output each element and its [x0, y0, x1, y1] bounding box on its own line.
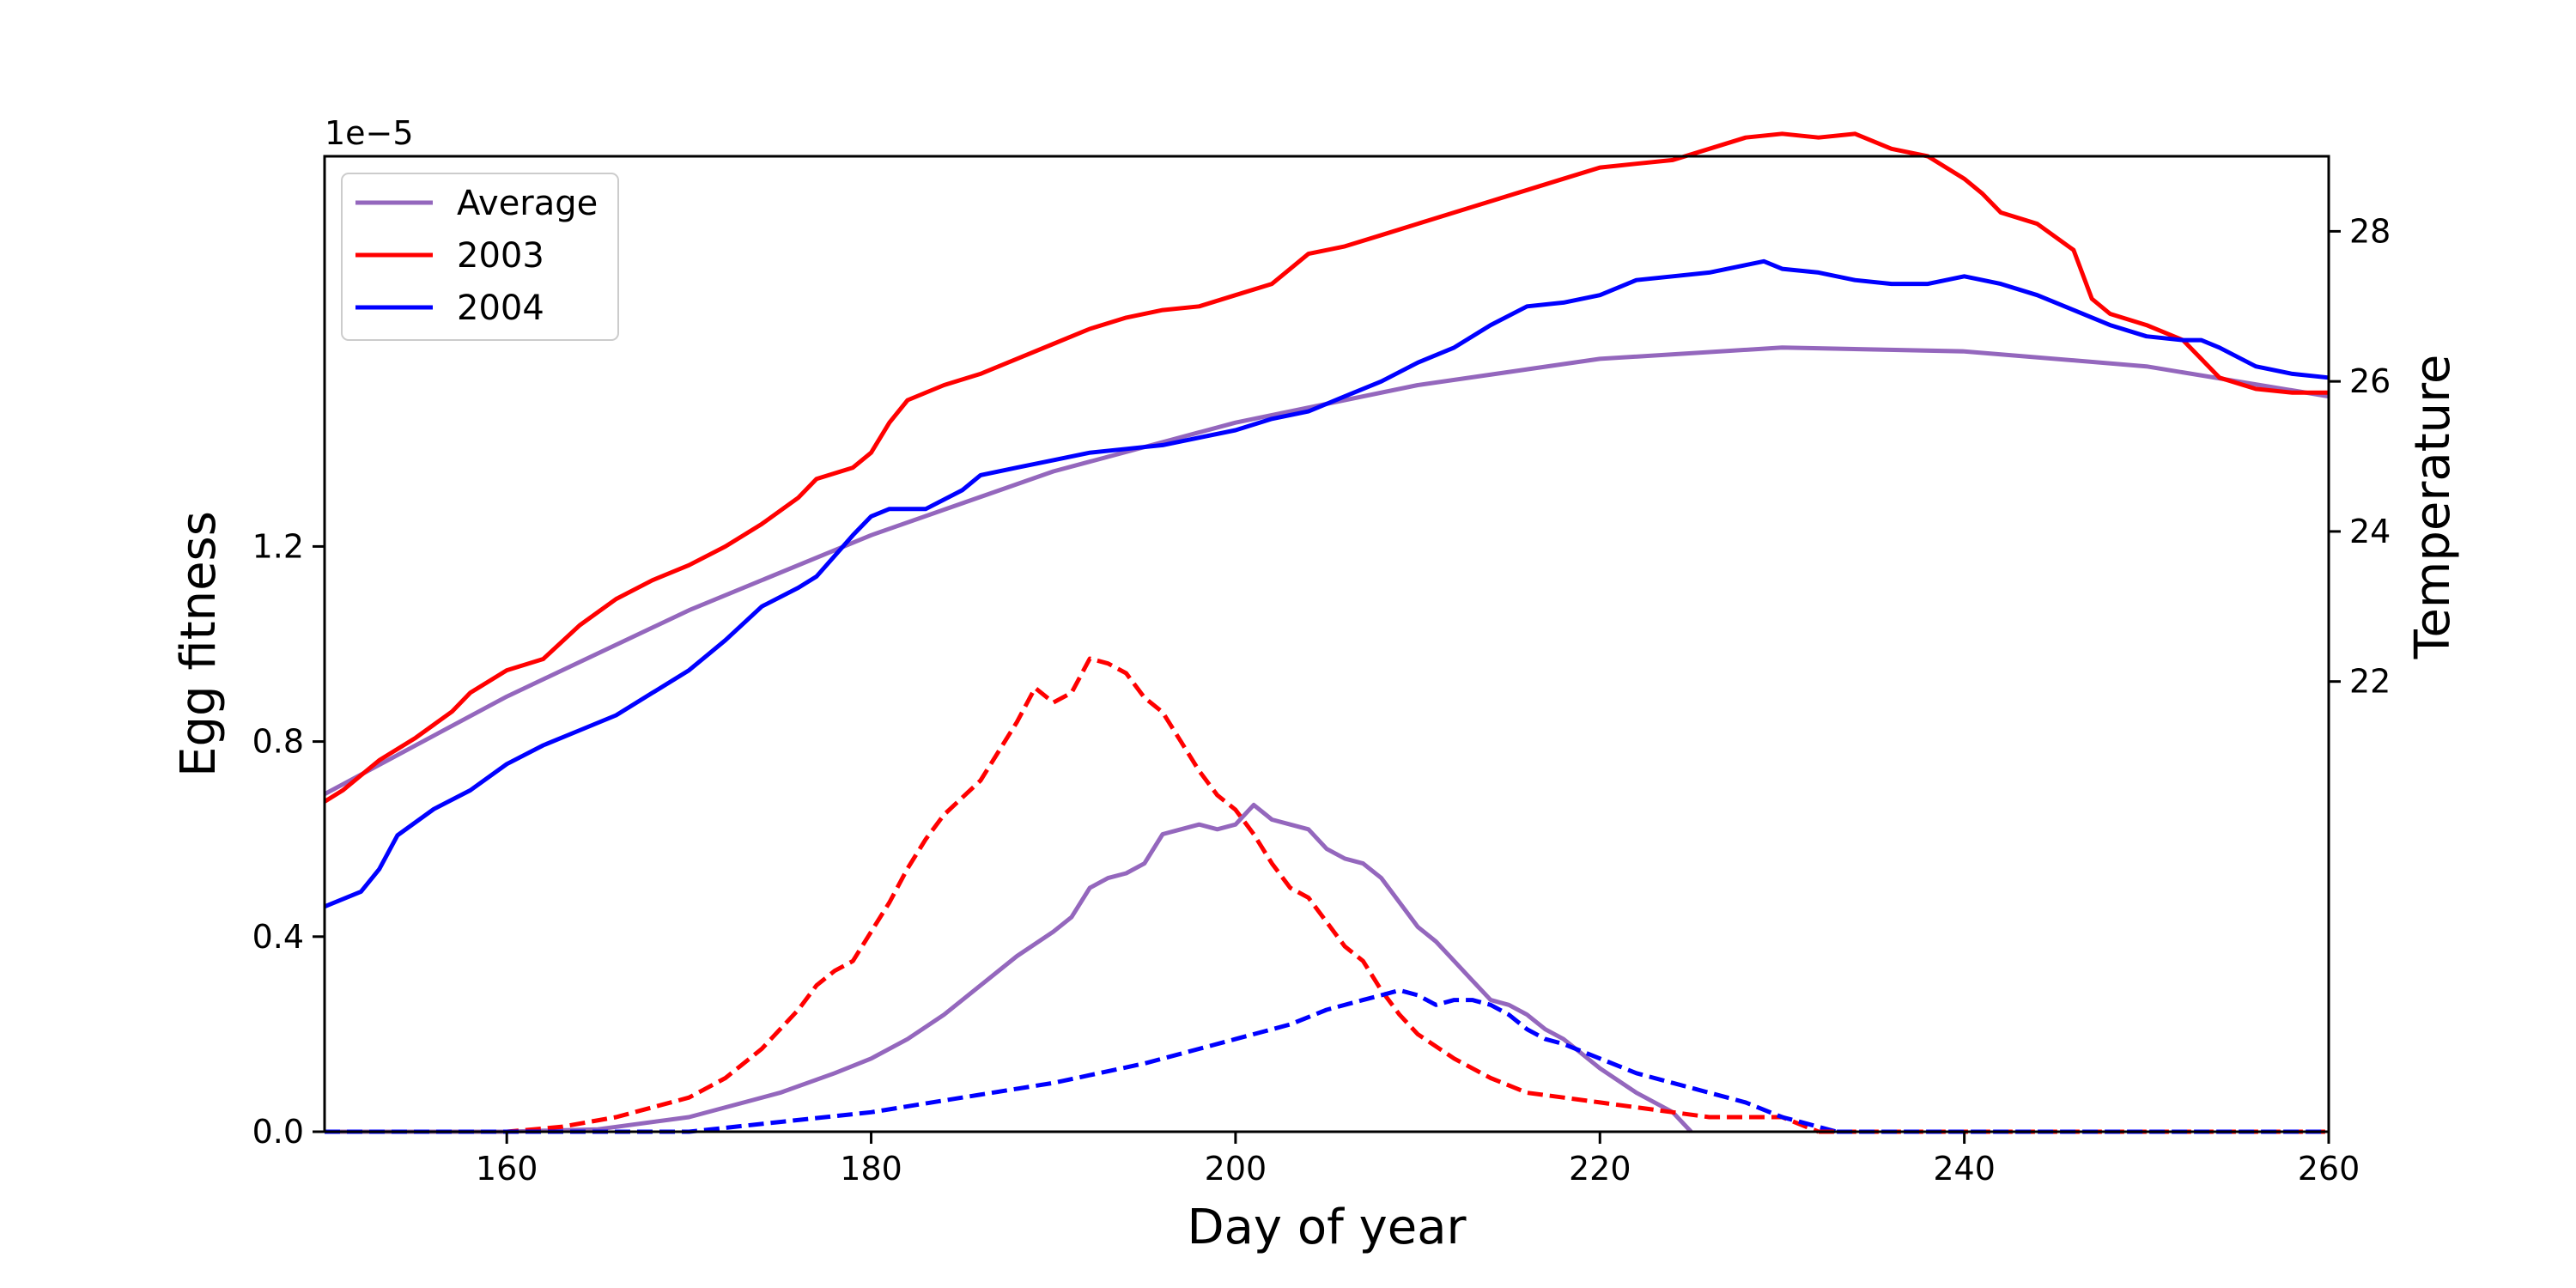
legend-box — [341, 173, 619, 341]
series-line-2004-temperature — [324, 258, 2330, 909]
y2-tick-label-28: 28 — [2349, 212, 2391, 250]
x-tick-label-200: 200 — [1205, 1150, 1267, 1188]
y-axis-left: 0.0 0.4 0.8 1.2 — [252, 527, 325, 1151]
y-tick-label-0.0: 0.0 — [252, 1113, 304, 1151]
y-axis-title: Egg fitness — [171, 511, 227, 777]
series-line-2003-temperature — [323, 131, 2329, 804]
y-axis-right: 22 24 26 28 — [2329, 212, 2391, 701]
y2-tick-label-26: 26 — [2349, 362, 2391, 400]
x-axis: 160 180 200 220 240 260 — [476, 1132, 2360, 1188]
y-tick-label-0.8: 0.8 — [252, 723, 304, 761]
y2-axis-title: Temperature — [2405, 355, 2461, 660]
x-tick-label-240: 240 — [1933, 1150, 1996, 1188]
y2-tick-label-22: 22 — [2349, 663, 2391, 701]
y-offset-label: 1e−5 — [325, 114, 414, 152]
x-tick-label-260: 260 — [2298, 1150, 2360, 1188]
x-tick-label-180: 180 — [840, 1150, 902, 1188]
y-tick-label-1.2: 1.2 — [252, 527, 304, 565]
legend-label-2003: 2003 — [457, 236, 544, 276]
x-axis-title: Day of year — [1187, 1200, 1467, 1255]
series-line-average-fitness — [325, 802, 1693, 1134]
series-layer — [323, 131, 2330, 1134]
legend-label-2004: 2004 — [457, 289, 544, 328]
legend-label-average: Average — [457, 184, 598, 223]
legend: Average 2003 2004 — [341, 173, 619, 341]
y2-tick-label-24: 24 — [2349, 513, 2391, 550]
y-tick-label-0.4: 0.4 — [252, 918, 304, 956]
x-tick-label-220: 220 — [1569, 1150, 1631, 1188]
x-tick-label-160: 160 — [476, 1150, 538, 1188]
series-line-2004-fitness — [325, 987, 1838, 1134]
plot-frame — [323, 155, 2330, 1133]
